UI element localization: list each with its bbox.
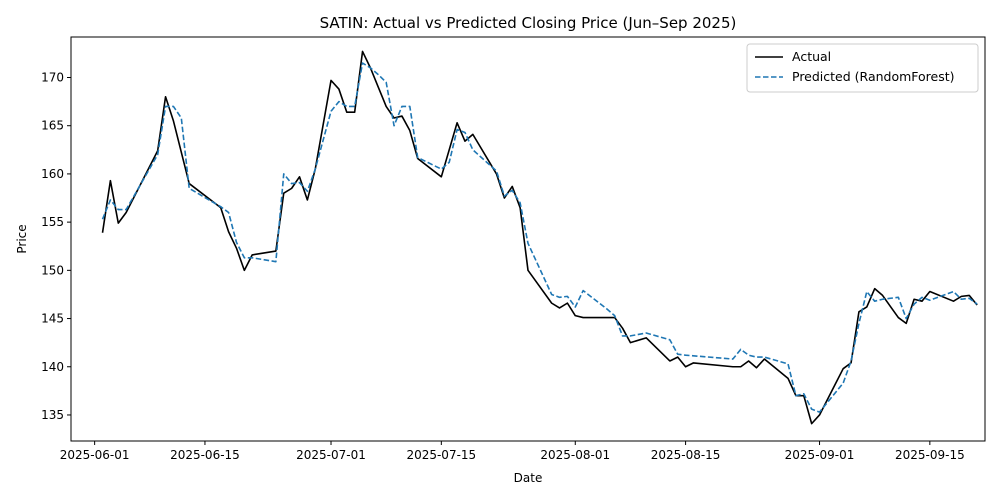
y-tick-label: 140 (41, 360, 64, 374)
x-tick-label: 2025-07-15 (406, 448, 476, 462)
legend-box (746, 43, 979, 93)
series-line-predicted (101, 62, 978, 413)
x-tick-label: 2025-07-01 (296, 448, 366, 462)
x-axis: 2025-06-01 2025-06-15 2025-07-01 2025-07-15… (60, 441, 965, 462)
x-tick-label: 2025-06-01 (60, 448, 130, 462)
x-axis-label: Date (514, 471, 543, 485)
y-tick-label: 150 (41, 263, 64, 277)
y-tick-label: 160 (41, 167, 64, 181)
x-tick-label: 2025-09-15 (895, 448, 965, 462)
y-axis: 135 140 145 150 155 160 165 170 (41, 70, 71, 422)
legend-label-actual: Actual (792, 49, 831, 64)
y-tick-label: 145 (41, 312, 64, 326)
plot-area (101, 50, 978, 425)
legend-label-predicted: Predicted (RandomForest) (792, 69, 955, 84)
plot-frame (70, 36, 986, 442)
x-tick-label: 2025-09-01 (785, 448, 855, 462)
series-line-actual (101, 50, 978, 425)
x-tick-label: 2025-06-15 (170, 448, 240, 462)
y-tick-label: 135 (41, 408, 64, 422)
y-tick-label: 155 (41, 215, 64, 229)
y-tick-label: 170 (41, 70, 64, 84)
y-tick-label: 165 (41, 119, 64, 133)
x-tick-label: 2025-08-15 (651, 448, 721, 462)
chart-title: SATIN: Actual vs Predicted Closing Price… (320, 14, 737, 32)
y-axis-label: Price (15, 224, 29, 253)
legend: Actual Predicted (RandomForest) (746, 43, 979, 93)
x-tick-label: 2025-08-01 (540, 448, 610, 462)
